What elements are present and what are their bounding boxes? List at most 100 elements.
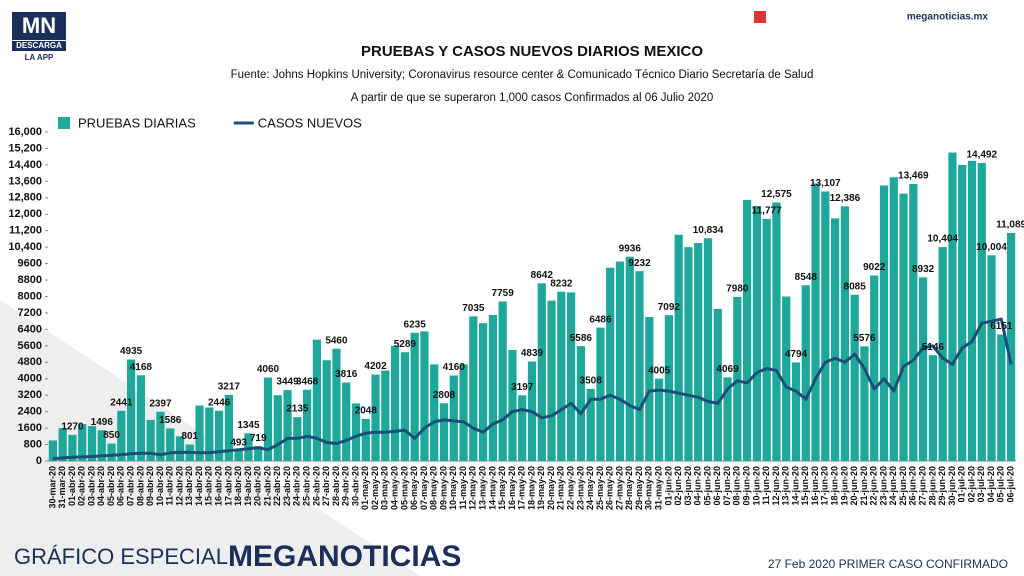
data-label: 2135 — [286, 404, 309, 415]
data-label: 3508 — [580, 376, 603, 387]
x-tick-label: 01-may-20 — [360, 466, 370, 510]
bar — [430, 364, 439, 461]
y-tick-label: 15,200 — [8, 142, 42, 154]
data-label: 4168 — [130, 362, 153, 373]
line — [52, 317, 1013, 461]
bar — [459, 364, 468, 461]
x-tick-label: 17-abr-20 — [223, 466, 233, 506]
data-label: 1586 — [159, 415, 182, 426]
x-tick-label: 14-jun-20 — [790, 466, 800, 506]
y-tick-label: 6400 — [18, 323, 42, 335]
x-tick-label: 21-jun-20 — [859, 466, 869, 506]
bar — [850, 294, 859, 461]
bar — [782, 296, 791, 461]
bar — [469, 316, 478, 461]
x-tick-label: 01-jun-20 — [663, 466, 673, 506]
bar — [537, 283, 546, 461]
data-label: 5460 — [325, 335, 348, 346]
bar — [215, 410, 224, 461]
data-label: 6235 — [404, 319, 427, 330]
data-label: 2808 — [433, 390, 456, 401]
x-tick-label: 18-abr-20 — [233, 466, 243, 506]
x-tick-label: 02-abr-20 — [77, 466, 87, 506]
data-label: 5586 — [570, 333, 593, 344]
x-tick-label: 23-jun-20 — [878, 466, 888, 506]
x-tick-label: 09-may-20 — [438, 466, 448, 510]
logo-sub-box — [12, 41, 66, 51]
x-tick-label: 30-may-20 — [644, 466, 654, 510]
bar — [625, 256, 634, 461]
bar — [156, 411, 165, 461]
bar — [322, 360, 331, 461]
x-tick-label: 15-jun-20 — [800, 466, 810, 506]
bar — [879, 185, 889, 461]
data-label: 5146 — [922, 342, 945, 353]
bar — [518, 395, 527, 461]
x-tick-label: 11-abr-20 — [165, 466, 175, 506]
bar — [547, 300, 556, 461]
y-tick-label: 10,400 — [8, 241, 42, 253]
bar — [479, 323, 488, 461]
data-label: 12,386 — [830, 193, 861, 204]
bar — [48, 440, 57, 461]
bar — [136, 375, 145, 461]
bar — [283, 390, 292, 461]
bar — [586, 388, 595, 461]
bar — [967, 160, 977, 461]
bar — [166, 428, 175, 461]
x-tick-label: 25-jun-20 — [898, 466, 908, 506]
x-tick-label: 13-jun-20 — [781, 466, 791, 506]
x-tick-label: 24-jun-20 — [888, 466, 898, 506]
bar — [244, 433, 253, 461]
y-tick-label: 12,000 — [8, 208, 42, 220]
data-label: 3816 — [335, 369, 358, 380]
bar — [87, 426, 97, 461]
x-tick-label: 22-may-20 — [565, 466, 575, 510]
data-label: 8085 — [844, 281, 867, 292]
x-tick-label: 12-may-20 — [468, 466, 478, 510]
data-label: 9232 — [628, 258, 651, 269]
bar — [899, 193, 908, 461]
bar — [928, 355, 937, 461]
y-tick-label: 12,800 — [8, 192, 42, 204]
data-label: 4069 — [716, 364, 739, 375]
flag-icon — [754, 11, 766, 23]
bar — [889, 177, 898, 462]
x-tick-label: 06-jun-20 — [712, 466, 722, 506]
x-tick-label: 08-abr-20 — [135, 466, 145, 506]
bar — [381, 370, 390, 461]
bar — [948, 152, 957, 461]
bar — [567, 292, 576, 461]
x-tick-label: 16-may-20 — [507, 466, 517, 510]
x-tick-label: 30-jun-20 — [947, 466, 957, 506]
bar — [488, 315, 497, 461]
data-label: 9936 — [619, 243, 642, 254]
x-tick-label: 16-jun-20 — [810, 466, 820, 506]
bar — [234, 450, 243, 461]
data-label: 10,834 — [693, 225, 724, 236]
data-label: 4839 — [521, 348, 544, 359]
bar — [449, 375, 458, 461]
x-tick-label: 25-may-20 — [595, 466, 605, 510]
x-tick-label: 17-jun-20 — [820, 466, 830, 506]
bar — [733, 296, 742, 461]
x-tick-label: 14-may-20 — [487, 466, 497, 510]
data-label: 4060 — [257, 364, 280, 375]
x-tick-label: 30-mar-20 — [47, 466, 57, 509]
x-tick-label: 13-abr-20 — [184, 466, 194, 506]
bar — [205, 407, 214, 461]
bar — [606, 267, 615, 461]
bar — [439, 403, 449, 461]
x-tick-label: 07-jun-20 — [722, 466, 732, 506]
bar — [762, 218, 771, 461]
x-tick-label: 01-abr-20 — [67, 466, 77, 506]
data-label: 13,107 — [810, 178, 841, 189]
bar — [596, 327, 605, 461]
bar — [987, 255, 996, 461]
bar — [351, 403, 361, 461]
x-tick-label: 19-abr-20 — [243, 466, 253, 506]
bar — [655, 378, 664, 461]
bar — [752, 206, 761, 461]
bar — [811, 183, 820, 461]
data-label: 1270 — [61, 422, 84, 433]
